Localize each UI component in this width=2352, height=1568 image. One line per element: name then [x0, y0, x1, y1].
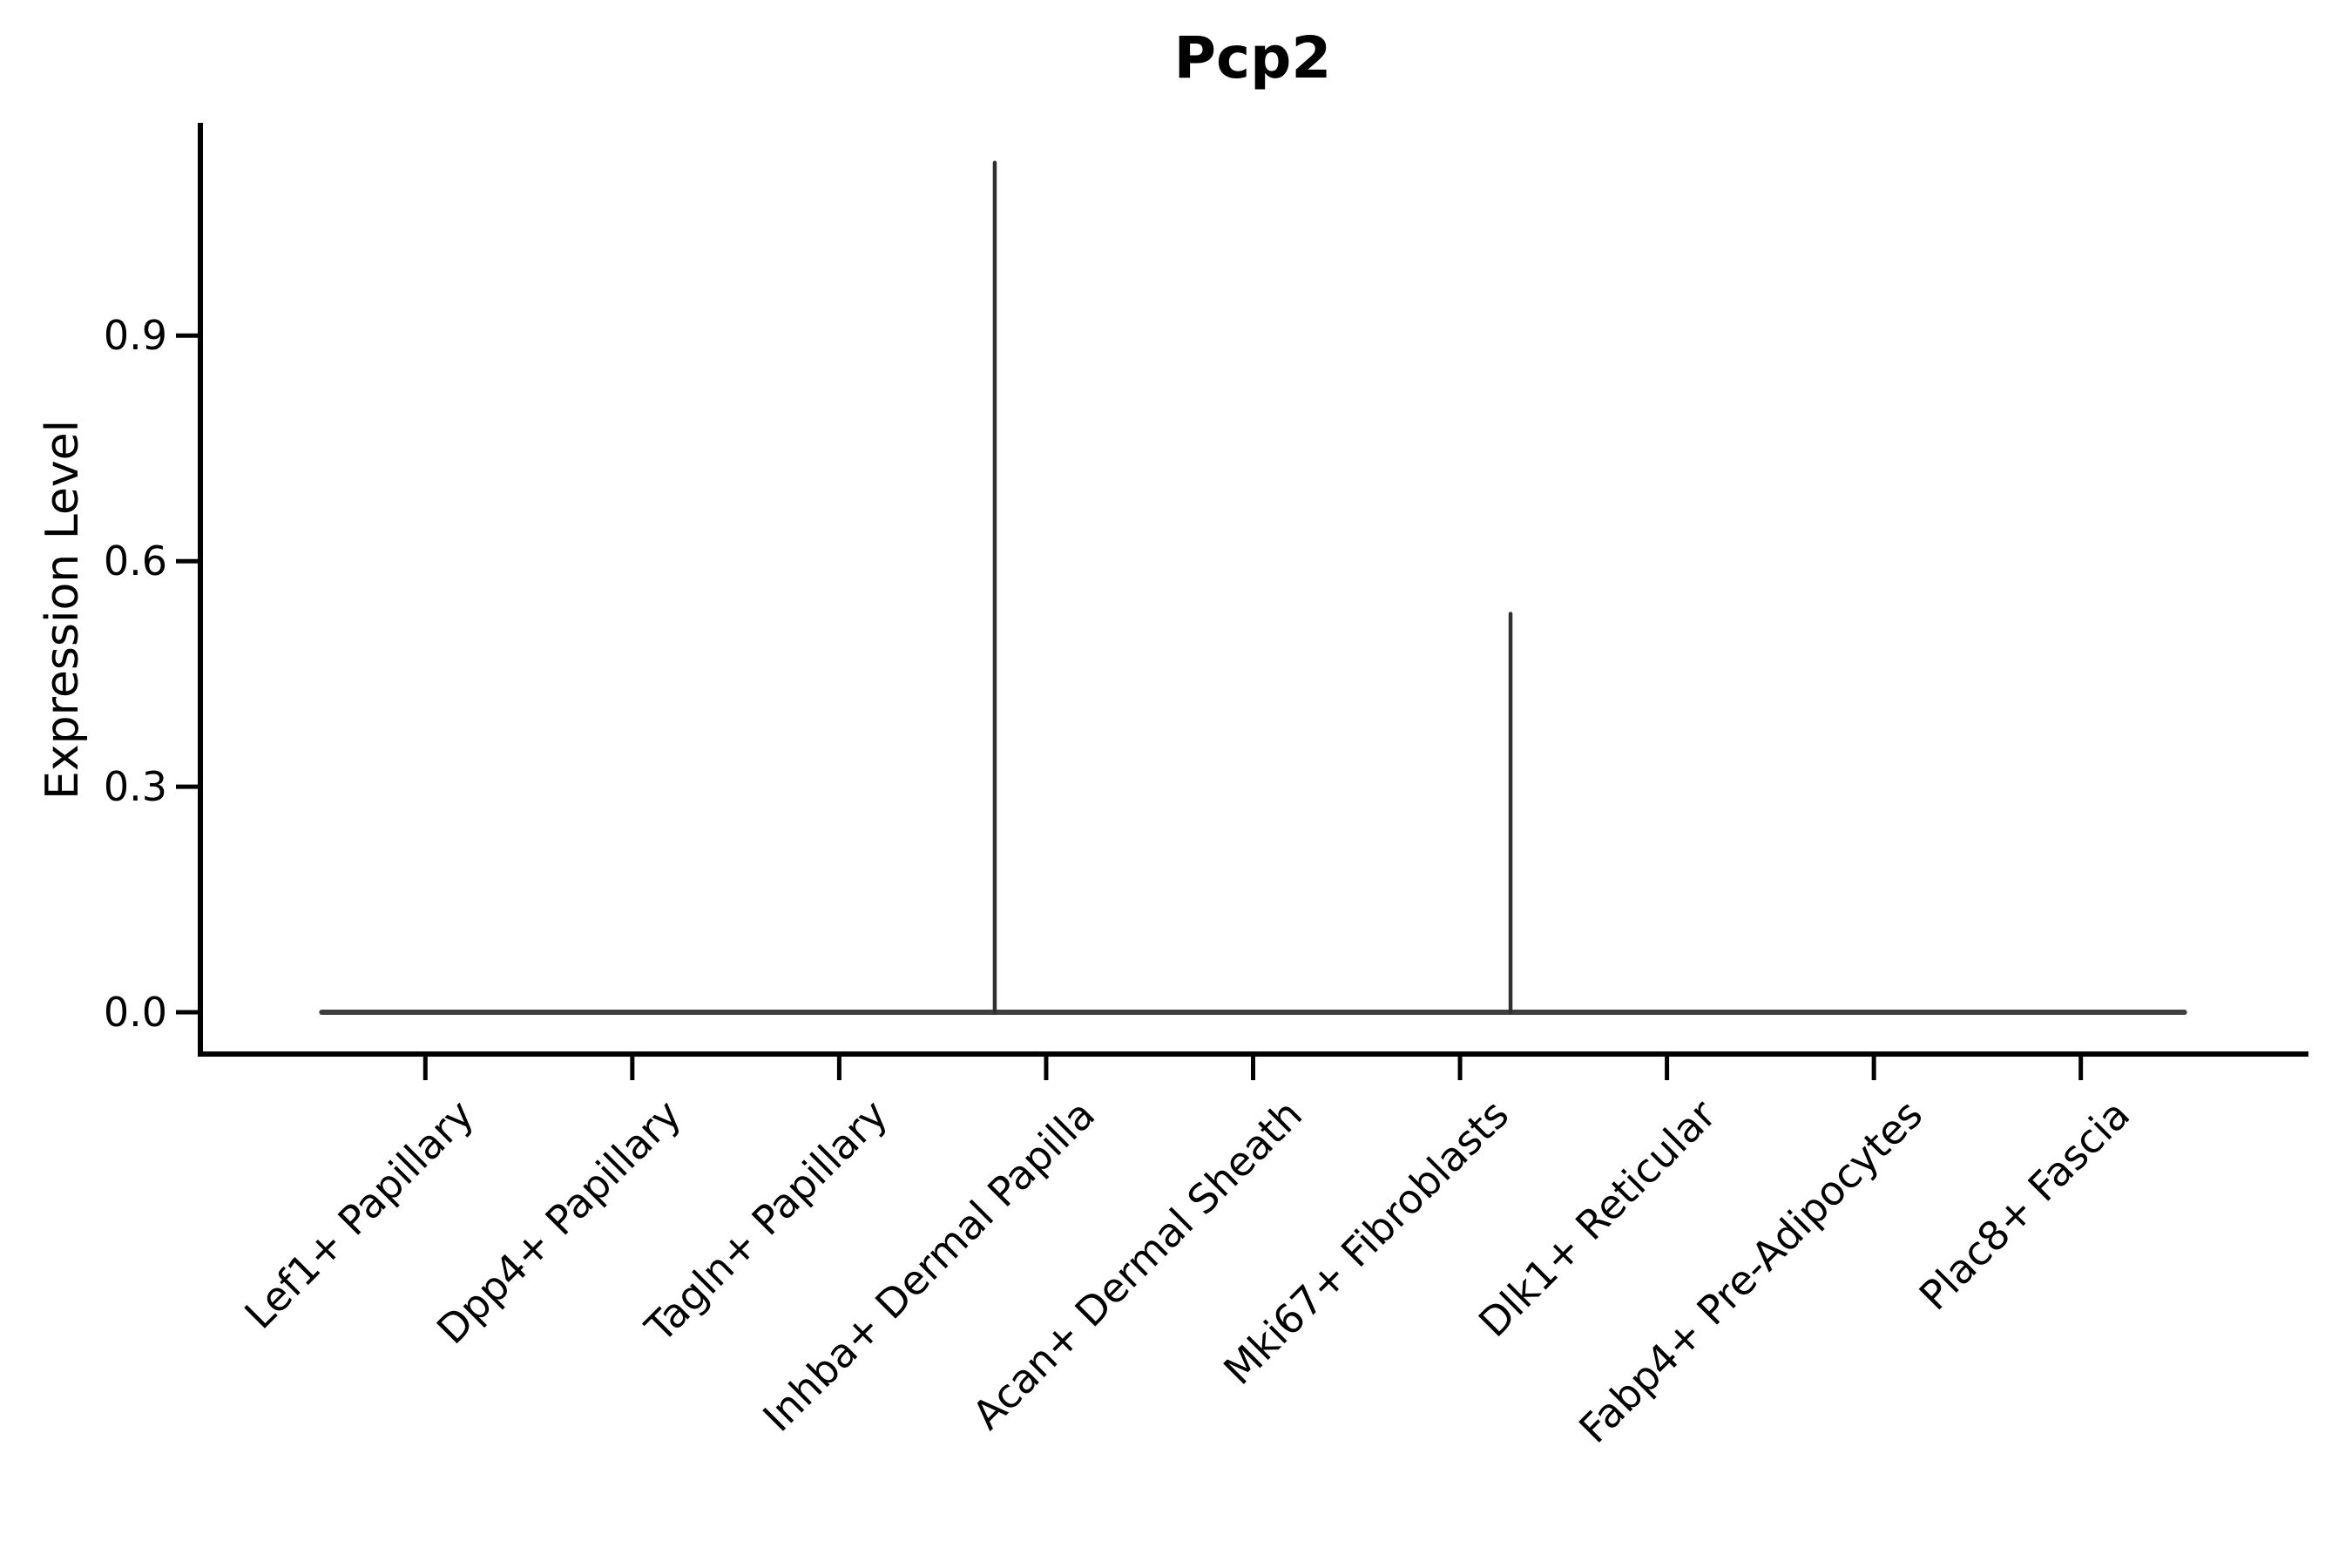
y-tick-label: 0.3: [103, 763, 167, 811]
y-tick-label: 0.0: [103, 989, 167, 1036]
chart-title: Pcp2: [1173, 24, 1332, 91]
y-tick-label: 0.9: [103, 312, 167, 360]
y-tick-label: 0.6: [103, 537, 167, 585]
y-axis-label: Expression Level: [37, 419, 89, 801]
